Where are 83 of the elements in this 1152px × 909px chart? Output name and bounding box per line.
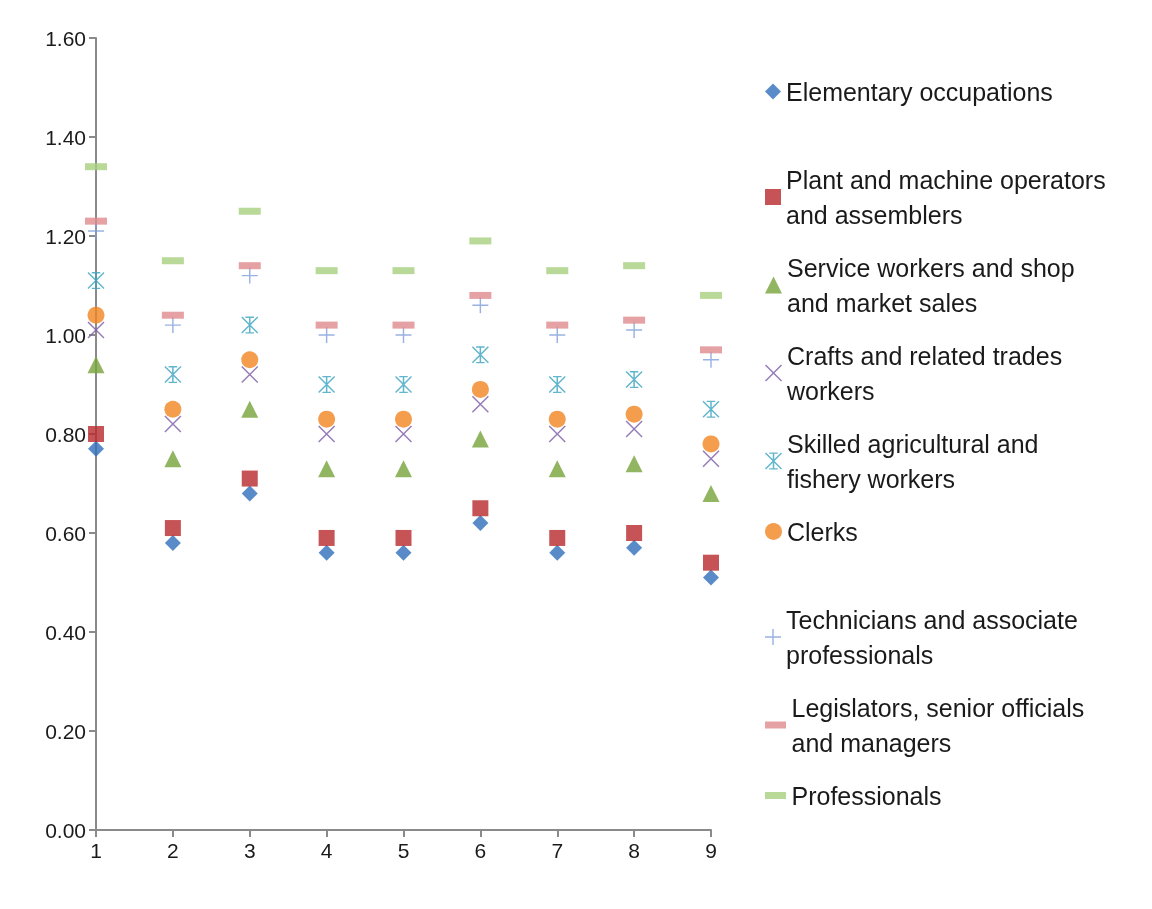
legend-label: Skilled agricultural and fishery workers — [787, 429, 1046, 493]
legend-label: Clerks — [787, 517, 858, 546]
point — [164, 534, 181, 551]
x-tick-label: 3 — [243, 839, 256, 862]
point — [241, 400, 259, 418]
x-tick-label: 9 — [705, 839, 717, 862]
point — [395, 327, 412, 343]
legend-label: Plant and machine operators and assemblers — [786, 165, 1113, 229]
x-tick-label: 4 — [320, 839, 333, 862]
point — [395, 410, 412, 428]
point — [318, 425, 336, 443]
point — [703, 351, 719, 368]
point — [548, 460, 566, 478]
point — [164, 317, 181, 334]
point — [549, 544, 566, 561]
point — [702, 450, 720, 468]
x-tick-label: 1 — [90, 839, 102, 862]
point — [88, 440, 104, 457]
point — [471, 430, 489, 448]
point — [241, 351, 259, 369]
point — [625, 420, 643, 438]
legend-label: Legislators, senior officials and managers — [791, 693, 1092, 757]
y-tick-label: 1.00 — [45, 323, 86, 347]
legend-label: Elementary occupations — [786, 77, 1053, 106]
point — [164, 415, 182, 433]
point — [548, 376, 566, 393]
legend-label: Crafts and related trades workers — [786, 341, 1070, 405]
point — [318, 327, 335, 343]
point — [395, 376, 412, 393]
point — [703, 554, 719, 571]
point — [626, 539, 643, 556]
point — [702, 400, 720, 418]
point — [626, 322, 643, 339]
y-tick-label: 0.20 — [45, 719, 86, 743]
legend-label: Professionals — [791, 781, 942, 810]
point — [88, 426, 104, 442]
point — [548, 425, 566, 443]
point — [472, 515, 489, 532]
point — [241, 316, 259, 334]
point — [626, 525, 643, 541]
point — [703, 569, 719, 586]
x-tick-label: 2 — [167, 839, 179, 862]
y-tick-label: 0.60 — [45, 521, 86, 545]
point — [471, 395, 489, 413]
point — [87, 321, 105, 339]
point — [87, 356, 105, 374]
point — [549, 529, 566, 546]
x-tick-label: 8 — [628, 839, 640, 862]
point — [241, 470, 258, 487]
legend-label: Service workers and shop and market sales — [787, 253, 1082, 317]
point — [241, 485, 258, 502]
point — [318, 529, 335, 546]
point — [87, 306, 105, 324]
point — [702, 484, 720, 502]
y-tick-label: 0.40 — [45, 620, 86, 644]
point — [548, 410, 566, 428]
y-tick-label: 1.40 — [45, 125, 86, 149]
point — [625, 405, 643, 423]
y-tick-label: 0.80 — [45, 422, 86, 446]
y-tick-label: 1.20 — [45, 224, 86, 248]
point — [395, 425, 412, 443]
x-tick-label: 5 — [397, 839, 410, 862]
point — [318, 410, 336, 428]
point — [164, 400, 182, 418]
point — [318, 544, 335, 561]
point — [164, 450, 182, 468]
point — [318, 460, 336, 478]
point — [164, 520, 181, 537]
point — [395, 544, 412, 561]
point — [549, 327, 566, 343]
point — [395, 460, 412, 478]
point — [702, 435, 720, 453]
point — [241, 366, 259, 384]
point — [395, 529, 412, 546]
point — [88, 223, 104, 240]
point — [471, 380, 489, 398]
y-tick-label: 1.60 — [45, 26, 86, 50]
y-tick-label: 0.00 — [45, 818, 86, 842]
point — [472, 500, 489, 517]
x-tick-label: 6 — [474, 839, 487, 862]
x-tick-label: 7 — [551, 839, 564, 862]
legend-label: Technicians and associate professionals — [786, 605, 1085, 669]
point — [625, 455, 643, 473]
